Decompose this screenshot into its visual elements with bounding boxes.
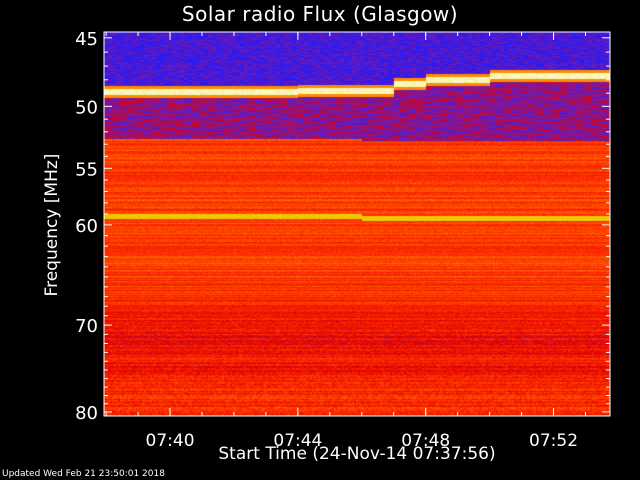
x-tick-label: 07:52 [529, 431, 578, 451]
y-tick-label: 55 [75, 159, 98, 180]
y-axis-label: Frequency [MHz] [42, 153, 62, 297]
y-tick-label: 50 [75, 97, 98, 118]
spectrogram-heatmap [104, 32, 610, 416]
x-tick-label: 07:44 [273, 431, 322, 451]
chart-title: Solar radio Flux (Glasgow) [181, 2, 459, 26]
updated-timestamp: Updated Wed Feb 21 23:50:01 2018 [2, 469, 165, 479]
y-tick-label: 80 [75, 403, 98, 424]
y-tick-label: 60 [75, 216, 98, 237]
x-tick-label: 07:48 [401, 431, 450, 451]
x-tick-label: 07:40 [146, 431, 195, 451]
y-tick-label: 45 [75, 29, 98, 50]
plot-frame [103, 31, 611, 417]
x-axis-label: Start Time (24-Nov-14 07:37:56) [218, 444, 496, 464]
y-tick-label: 70 [75, 316, 98, 337]
